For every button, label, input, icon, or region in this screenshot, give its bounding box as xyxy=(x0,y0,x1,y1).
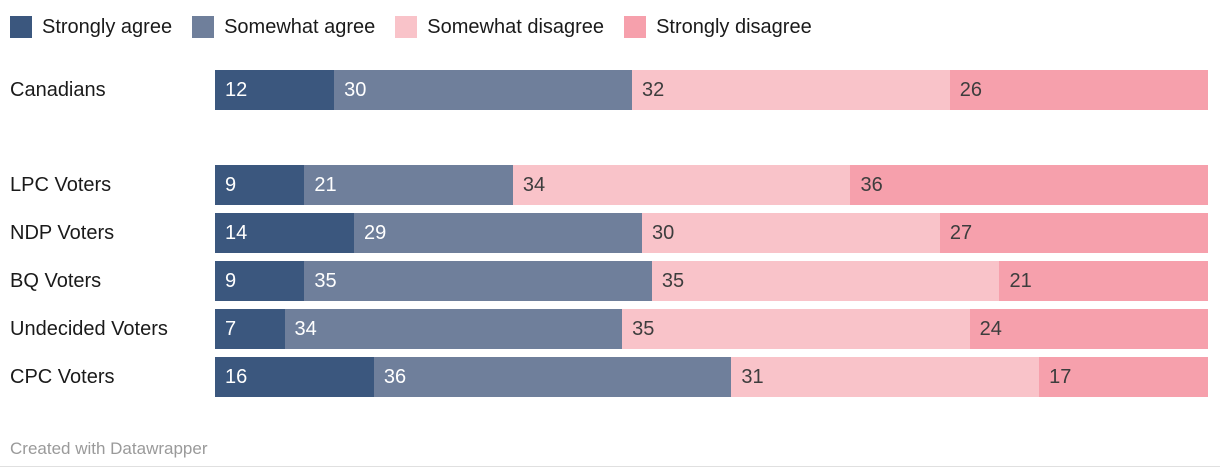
bar-rows: Canadians 12 30 32 26 LPC Voters 9 21 34 36 NDP Vo… xyxy=(0,70,1220,397)
bar-segment-strongly-agree: 9 xyxy=(215,261,305,301)
bar-segment-somewhat-disagree: 35 xyxy=(622,309,970,349)
legend-item-strongly-agree: Strongly agree xyxy=(10,16,172,39)
legend-swatch-icon xyxy=(192,16,215,38)
bar-value-label: 16 xyxy=(225,366,248,388)
bar-value-label: 31 xyxy=(741,366,764,388)
bar-track: 14 29 30 27 xyxy=(215,213,1208,253)
bar-segment-strongly-agree: 14 xyxy=(215,213,355,253)
bar-segment-strongly-agree: 9 xyxy=(215,165,305,205)
bar-value-label: 35 xyxy=(632,318,655,340)
bar-segment-somewhat-agree: 36 xyxy=(373,357,732,397)
row-label: NDP Voters xyxy=(10,222,115,244)
bar-segment-somewhat-agree: 21 xyxy=(304,165,513,205)
bar-segment-strongly-agree: 7 xyxy=(215,309,285,349)
bar-track: 16 36 31 17 xyxy=(215,357,1208,397)
bar-value-label: 21 xyxy=(1009,270,1032,292)
bar-segment-somewhat-agree: 35 xyxy=(304,261,652,301)
row-label: Canadians xyxy=(10,79,106,101)
bar-value-label: 34 xyxy=(522,174,546,196)
bar-value-label: 17 xyxy=(1049,366,1072,388)
bar-value-label: 32 xyxy=(642,79,665,101)
bar-segment-somewhat-disagree: 31 xyxy=(731,357,1040,397)
bar-value-label: 34 xyxy=(294,318,317,340)
legend-item-somewhat-agree: Somewhat agree xyxy=(192,16,375,39)
bar-segment-strongly-disagree: 21 xyxy=(999,261,1208,301)
bar-value-label: 35 xyxy=(314,270,337,292)
bar-value-label: 36 xyxy=(383,366,407,388)
row-label: BQ Voters xyxy=(10,270,102,292)
bar-row-ndp-voters: NDP Voters 14 29 30 27 xyxy=(10,213,1208,253)
legend-swatch-icon xyxy=(624,16,647,38)
bar-segment-strongly-agree: 16 xyxy=(215,357,374,397)
legend-label: Somewhat agree xyxy=(224,15,376,38)
bar-segment-somewhat-disagree: 35 xyxy=(651,261,1000,301)
bar-segment-somewhat-disagree: 34 xyxy=(512,165,851,205)
bar-segment-somewhat-disagree: 30 xyxy=(641,213,940,253)
bottom-divider xyxy=(0,466,1220,467)
row-label: CPC Voters xyxy=(10,366,115,388)
bar-track: 7 34 35 24 xyxy=(215,309,1208,349)
bar-row-undecided-voters: Undecided Voters 7 34 35 24 xyxy=(10,309,1208,349)
bar-value-label: 30 xyxy=(344,79,367,101)
bar-value-label: 14 xyxy=(225,222,248,244)
legend-label: Somewhat disagree xyxy=(427,15,605,38)
bar-value-label: 36 xyxy=(860,174,883,196)
chart-credit: Created with Datawrapper xyxy=(10,439,208,458)
bar-row-cpc-voters: CPC Voters 16 36 31 17 xyxy=(10,357,1208,397)
bar-value-label: 35 xyxy=(661,270,685,292)
bar-value-label: 24 xyxy=(979,318,1002,340)
legend-swatch-icon xyxy=(10,16,32,38)
bar-value-label: 29 xyxy=(364,222,387,244)
legend-label: Strongly disagree xyxy=(656,15,812,38)
bar-value-label: 21 xyxy=(314,174,337,196)
bar-segment-somewhat-agree: 29 xyxy=(354,213,642,253)
bar-track: 9 35 35 21 xyxy=(215,261,1208,301)
legend-item-strongly-disagree: Strongly disagree xyxy=(624,16,812,39)
bar-track: 9 21 34 36 xyxy=(215,165,1208,205)
bar-value-label: 27 xyxy=(949,222,973,244)
bar-row-canadians: Canadians 12 30 32 26 xyxy=(10,70,1208,110)
bar-value-label: 26 xyxy=(959,79,983,101)
bar-segment-strongly-disagree: 24 xyxy=(969,309,1208,349)
legend-label: Strongly agree xyxy=(42,15,173,38)
row-label: LPC Voters xyxy=(10,174,112,196)
bar-value-label: 12 xyxy=(225,79,248,101)
bar-segment-strongly-disagree: 26 xyxy=(949,70,1208,110)
bar-value-label: 9 xyxy=(225,174,237,196)
bar-segment-strongly-agree: 12 xyxy=(215,70,335,110)
bar-value-label: 9 xyxy=(225,270,237,292)
bar-segment-somewhat-disagree: 32 xyxy=(632,70,950,110)
bar-track: 12 30 32 26 xyxy=(215,70,1208,110)
bar-segment-strongly-disagree: 17 xyxy=(1039,357,1208,397)
bar-value-label: 30 xyxy=(651,222,675,244)
bar-segment-somewhat-agree: 30 xyxy=(334,70,633,110)
legend-swatch-icon xyxy=(395,16,418,38)
bar-segment-strongly-disagree: 27 xyxy=(939,213,1208,253)
row-label: Undecided Voters xyxy=(10,318,168,340)
bar-segment-somewhat-agree: 34 xyxy=(284,309,623,349)
bar-row-bq-voters: BQ Voters 9 35 35 21 xyxy=(10,261,1208,301)
bar-segment-strongly-disagree: 36 xyxy=(850,165,1208,205)
legend: Strongly agree Somewhat agree Somewhat dis… xyxy=(0,0,1220,39)
bar-value-label: 7 xyxy=(225,318,237,340)
legend-item-somewhat-disagree: Somewhat disagree xyxy=(395,16,604,39)
bar-row-lpc-voters: LPC Voters 9 21 34 36 xyxy=(10,165,1208,205)
